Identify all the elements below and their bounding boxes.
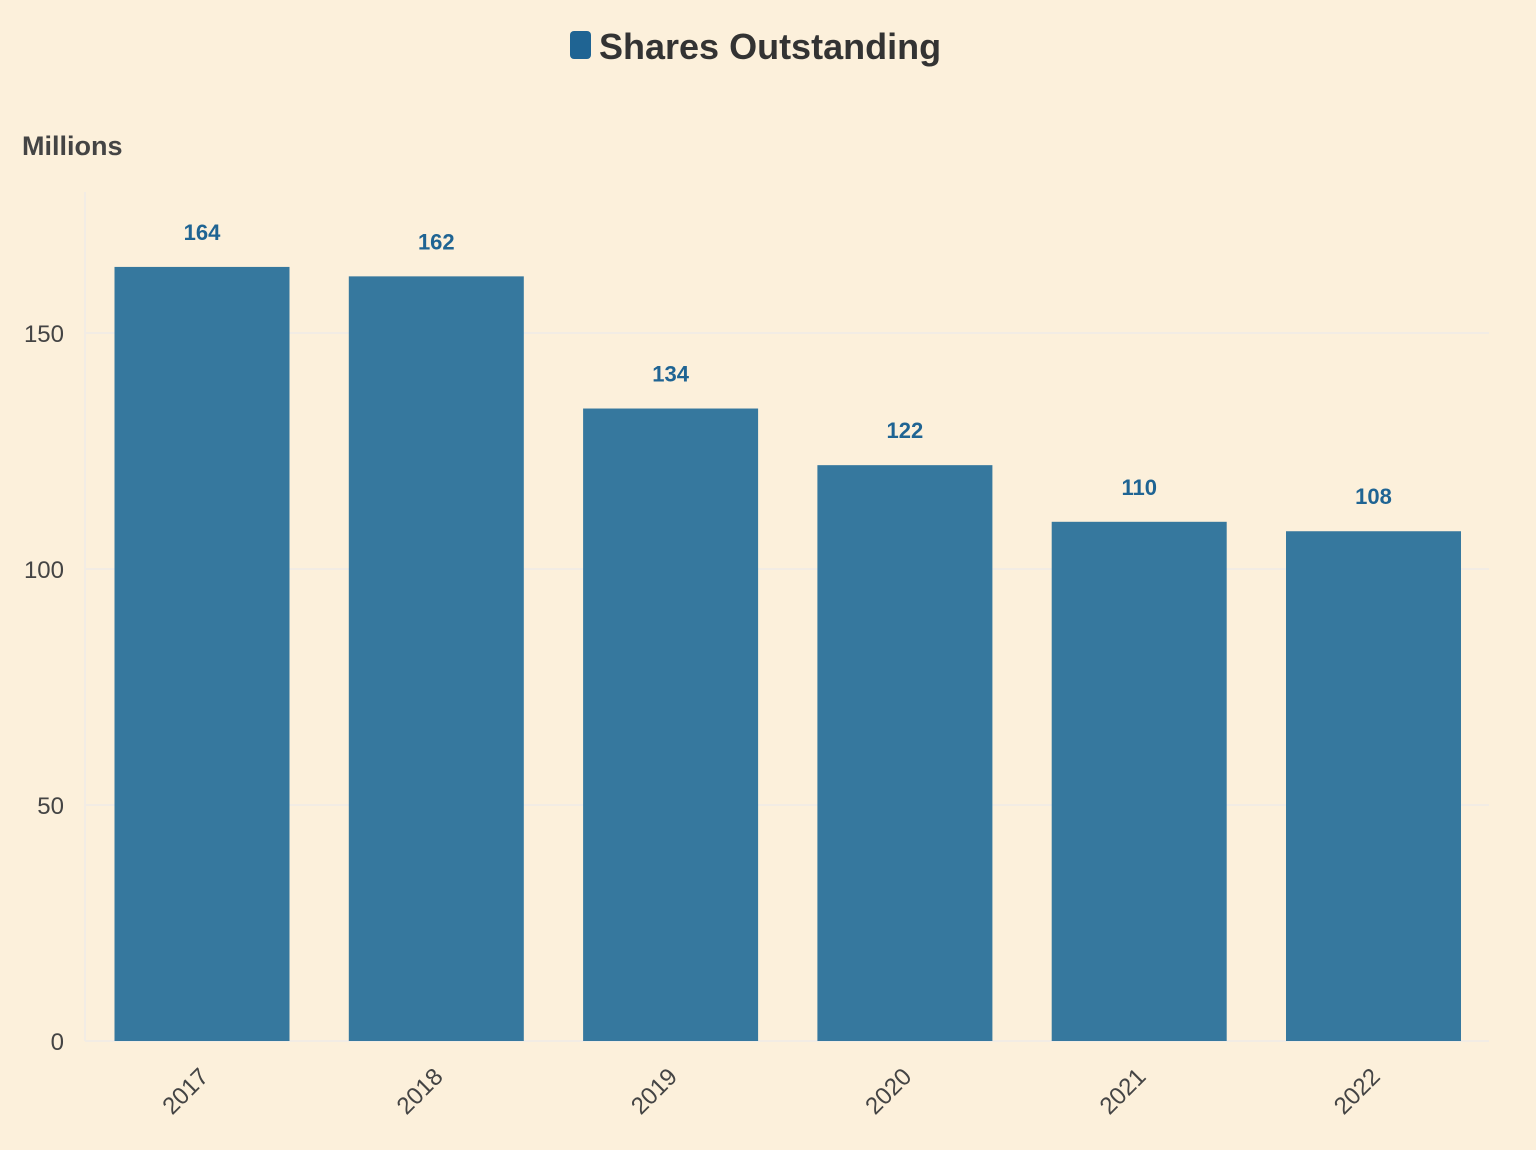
y-tick-50: 50 [37,793,64,820]
data-label-2019: 134 [652,362,689,387]
data-label-2017: 164 [184,220,221,245]
x-tick-labels: 2017 2018 2019 2020 2021 2022 [157,1063,1385,1120]
bar-2018[interactable] [348,276,524,1041]
x-tick-2022: 2022 [1329,1063,1386,1120]
data-label-2020: 122 [887,418,924,443]
data-label-2022: 108 [1355,484,1392,509]
bar-2019[interactable] [583,408,759,1041]
axes [84,192,1489,1042]
x-tick-2017: 2017 [157,1063,214,1120]
bars [114,266,1461,1041]
gridlines [85,332,1489,806]
y-tick-150: 150 [24,321,64,348]
bar-2022[interactable] [1286,531,1461,1041]
legend-label[interactable]: Shares Outstanding [599,26,941,67]
data-label-2021: 110 [1121,475,1157,500]
x-tick-2018: 2018 [392,1063,449,1120]
bar-2017[interactable] [114,266,290,1041]
x-tick-2020: 2020 [860,1063,917,1120]
bar-2020[interactable] [817,465,993,1041]
x-tick-2019: 2019 [626,1063,683,1120]
y-tick-100: 100 [24,557,64,584]
data-label-2018: 162 [418,229,455,254]
legend-swatch[interactable] [570,31,591,59]
y-axis-unit-label: Millions [22,131,123,161]
legend[interactable]: Shares Outstanding [570,26,941,67]
bar-2021[interactable] [1051,521,1227,1041]
y-tick-0: 0 [51,1029,64,1056]
y-tick-labels: 0 50 100 150 [24,321,64,1056]
data-labels: 164 162 134 122 110 108 [184,220,1392,509]
x-tick-2021: 2021 [1095,1063,1152,1120]
